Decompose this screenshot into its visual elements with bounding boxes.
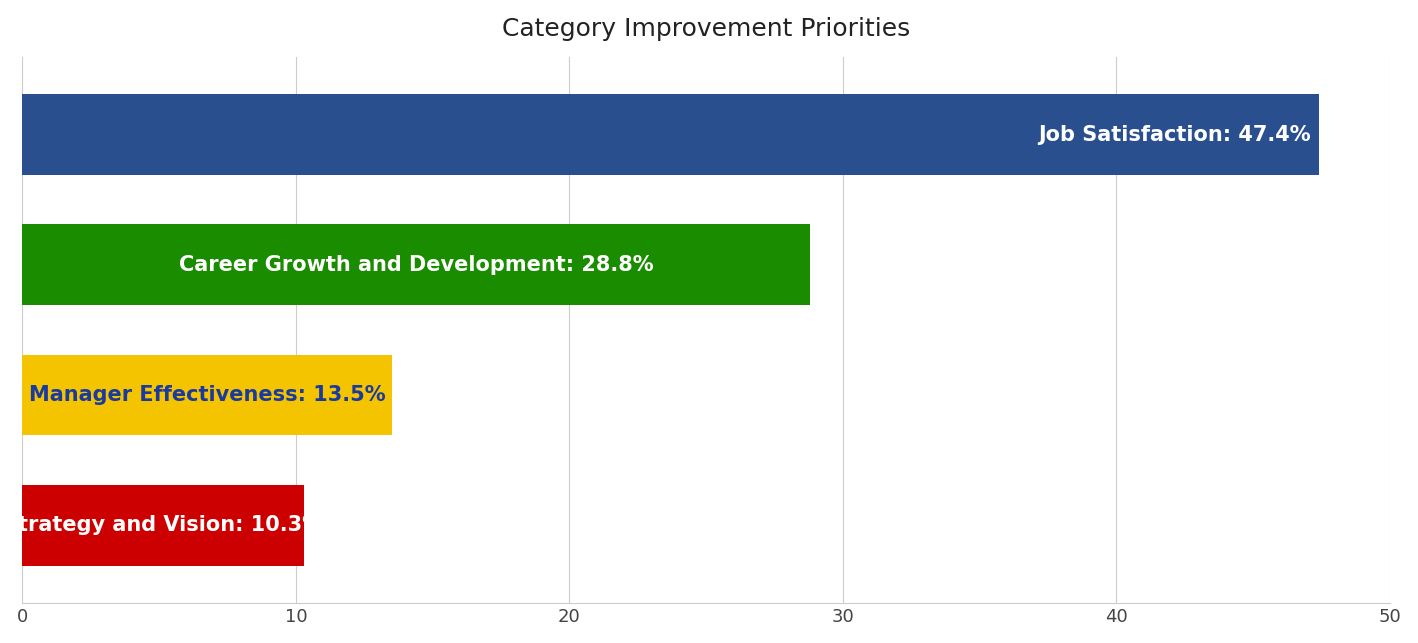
Text: Strategy and Vision: 10.3%: Strategy and Vision: 10.3% [3, 515, 323, 536]
Title: Category Improvement Priorities: Category Improvement Priorities [502, 17, 910, 41]
Bar [23, 224, 810, 305]
Bar [23, 355, 391, 435]
Bar [23, 95, 1319, 175]
Text: Manager Effectiveness: 13.5%: Manager Effectiveness: 13.5% [28, 385, 386, 405]
Text: Job Satisfaction: 47.4%: Job Satisfaction: 47.4% [1038, 125, 1310, 145]
Bar [23, 485, 303, 566]
Text: Career Growth and Development: 28.8%: Career Growth and Development: 28.8% [179, 255, 654, 275]
